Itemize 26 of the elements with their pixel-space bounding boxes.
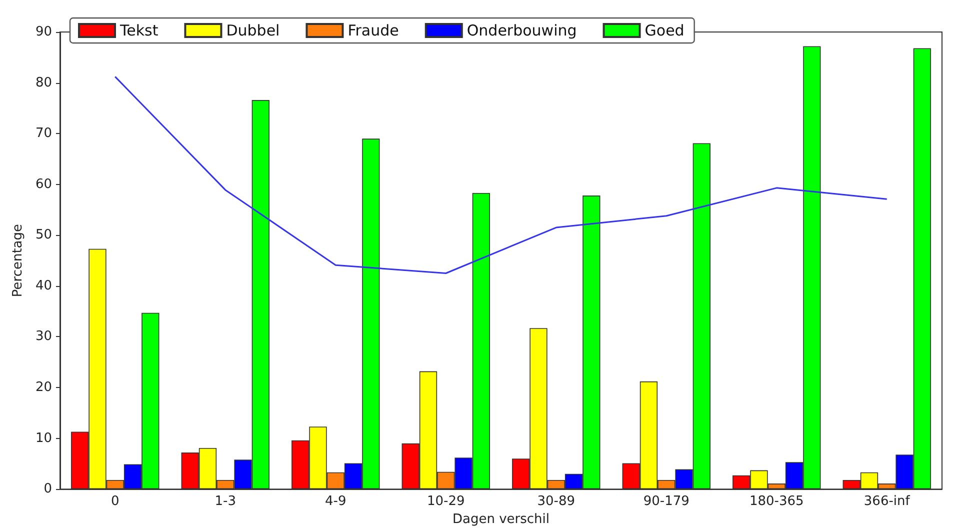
y-tick-label: 90 xyxy=(35,24,52,40)
y-tick-label: 20 xyxy=(35,380,52,396)
y-tick-label: 30 xyxy=(35,329,52,344)
y-tick-label: 40 xyxy=(35,278,52,294)
legend-label: Tekst xyxy=(119,22,158,40)
legend-label: Dubbel xyxy=(226,22,280,40)
y-tick-label: 60 xyxy=(35,176,52,192)
legend-label: Fraude xyxy=(348,22,399,40)
y-tick-label: 80 xyxy=(35,75,52,90)
x-tick-label: 366-inf xyxy=(864,494,910,510)
x-tick-label: 0 xyxy=(110,494,120,510)
x-tick-label: 90-179 xyxy=(643,494,690,510)
x-tick-label: 10-29 xyxy=(426,494,465,510)
legend-label: Goed xyxy=(644,22,684,40)
y-axis-title: Percentage xyxy=(10,224,26,298)
line-series xyxy=(114,76,888,274)
x-tick-label: 30-89 xyxy=(537,494,576,510)
x-tick-label: 1-3 xyxy=(214,494,236,510)
x-axis-title: Dagen verschil xyxy=(452,512,550,527)
y-tick-label: 50 xyxy=(35,228,52,243)
x-tick-label: 4-9 xyxy=(325,494,346,510)
x-tick-label: 180-365 xyxy=(749,494,804,510)
legend-label: Onderbouwing xyxy=(466,22,577,40)
y-tick-label: 0 xyxy=(44,482,52,497)
y-tick-label: 70 xyxy=(35,126,52,142)
y-tick-label: 10 xyxy=(35,430,52,446)
